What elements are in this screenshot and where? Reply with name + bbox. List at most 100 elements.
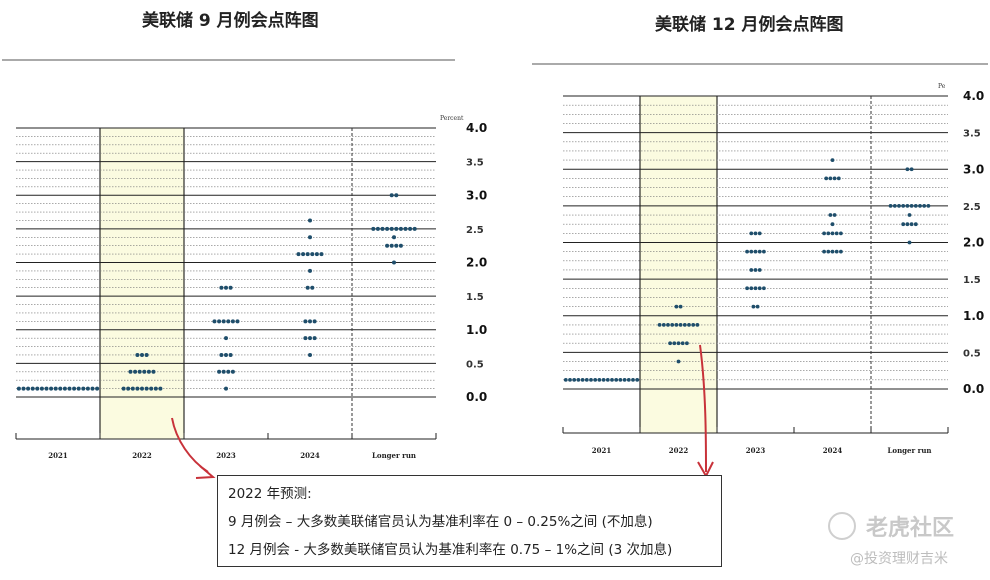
dec-dot-2022 [676, 341, 681, 346]
sep-dot-2021 [62, 386, 67, 391]
dec-dot-2023 [745, 286, 749, 291]
sep-dot-2021 [35, 386, 40, 391]
dec-dot-2022 [674, 323, 679, 327]
sep-dot-2022 [130, 386, 135, 391]
december-arrow [699, 344, 707, 473]
dec-dot-2021 [622, 377, 627, 382]
sep-dot-2022 [135, 386, 140, 391]
sep-dot-2021 [81, 386, 86, 391]
sep-dot-2023 [212, 319, 217, 324]
dec-dot-longer-run [926, 203, 931, 208]
watermark-handle: @投资理财吉米 [850, 551, 948, 567]
dec-dot-longer-run [909, 203, 914, 208]
callout-line-december: 12 月例会 - 大多数美联储官员认为基准利率在 0.75 – 1%之间 (3 … [228, 542, 673, 558]
sep-dot-longer-run [389, 226, 394, 231]
sep-dot-2021 [39, 386, 44, 391]
dec-dot-2023 [753, 286, 758, 291]
dec-category-label: 2023 [746, 446, 766, 455]
sep-dot-2021 [90, 386, 95, 391]
left-chart-title: 美联储 9 月例会点阵图 [142, 11, 319, 31]
sep-y-tick-label: 0.0 [466, 390, 487, 404]
sep-dot-2024 [308, 352, 312, 357]
watermark-brand: 老虎社区 [866, 516, 955, 541]
dec-dot-2023 [757, 231, 762, 236]
dec-dot-2023 [749, 231, 754, 236]
dec-dot-longer-run [901, 222, 906, 227]
dec-dot-longer-run [897, 203, 901, 208]
dec-dot-2022 [676, 359, 681, 364]
sep-dot-2024 [319, 252, 324, 257]
dec-dot-2024 [830, 158, 835, 162]
dec-dot-longer-run [907, 213, 912, 217]
dec-y-tick-label: 2.0 [963, 236, 984, 250]
dec-dot-2021 [584, 377, 589, 382]
dec-dot-2022 [672, 341, 677, 346]
dec-dot-longer-run [901, 203, 906, 208]
dec-y-tick-label: 0.5 [963, 348, 981, 359]
dec-dot-2024 [822, 231, 826, 236]
dec-category-label: Longer run [887, 446, 931, 455]
sep-dot-2024 [303, 336, 308, 341]
dec-dot-2024 [830, 222, 835, 227]
sep-y-tick-label: 0.5 [466, 359, 484, 370]
sep-dot-2024 [303, 319, 308, 324]
sep-dot-2021 [76, 386, 81, 391]
sep-dot-2022 [158, 386, 163, 391]
dec-dot-2021 [614, 377, 619, 382]
sep-dot-2022 [137, 369, 142, 374]
sep-dot-2023 [221, 319, 226, 324]
sep-dot-2022 [142, 369, 147, 374]
dec-dot-2021 [605, 377, 610, 382]
sep-dot-longer-run [392, 235, 396, 240]
dec-dot-longer-run [909, 222, 914, 227]
dec-dot-2022 [670, 323, 675, 327]
dec-dot-2024 [832, 213, 837, 217]
sep-dot-longer-run [389, 193, 394, 198]
dec-dot-2021 [635, 377, 640, 382]
dec-dot-longer-run [907, 240, 912, 245]
sep-dot-2023 [235, 319, 240, 324]
september-arrowhead [195, 465, 216, 479]
dec-dot-2024 [834, 231, 839, 236]
dec-dot-2023 [755, 304, 760, 309]
dec-dot-2021 [568, 377, 572, 382]
dec-category-label: 2024 [823, 446, 843, 455]
sep-dot-2021 [21, 386, 26, 391]
sep-dot-2022 [149, 386, 154, 391]
dec-dot-2022 [674, 304, 679, 309]
dec-dot-2023 [749, 286, 754, 291]
dec-dot-2021 [631, 377, 635, 382]
september-arrow [171, 417, 209, 473]
sep-category-label: 2023 [216, 451, 236, 460]
dec-dot-2021 [589, 377, 593, 382]
sep-dot-longer-run [380, 226, 385, 231]
dec-dot-2022 [680, 341, 685, 346]
dec-y-tick-label: 4.0 [963, 89, 984, 103]
dec-dot-2024 [824, 176, 829, 181]
dec-unit-label: Pe [938, 83, 946, 90]
sep-dot-2022 [151, 369, 156, 374]
dec-dot-2023 [757, 286, 762, 291]
sep-dot-2024 [308, 268, 312, 273]
sep-dot-longer-run [398, 243, 403, 248]
sep-dot-longer-run [385, 243, 390, 248]
sep-dot-2021 [95, 386, 100, 391]
sep-dot-longer-run [375, 226, 380, 231]
dec-y-tick-label: 2.5 [963, 202, 981, 213]
dec-dot-2023 [753, 268, 758, 272]
sep-dot-2023 [228, 285, 233, 290]
sep-dot-longer-run [398, 226, 403, 231]
sep-dot-2022 [133, 369, 138, 374]
dec-y-tick-label: 1.5 [963, 275, 981, 286]
dec-dot-2023 [751, 304, 756, 309]
dec-dot-longer-run [913, 222, 918, 227]
dec-dot-2024 [826, 231, 831, 236]
sep-y-tick-label: 2.0 [466, 256, 487, 270]
dec-dot-2021 [563, 377, 568, 382]
dec-dot-2024 [830, 231, 835, 236]
sep-dot-longer-run [392, 260, 396, 265]
dec-dot-2022 [657, 323, 662, 327]
sep-y-tick-label: 1.5 [466, 292, 484, 303]
sep-dot-2024 [296, 252, 301, 257]
forecast-callout: 2022 年预测: 9 月例会 – 大多数美联储官员认为基准利率在 0 – 0.… [217, 475, 722, 567]
